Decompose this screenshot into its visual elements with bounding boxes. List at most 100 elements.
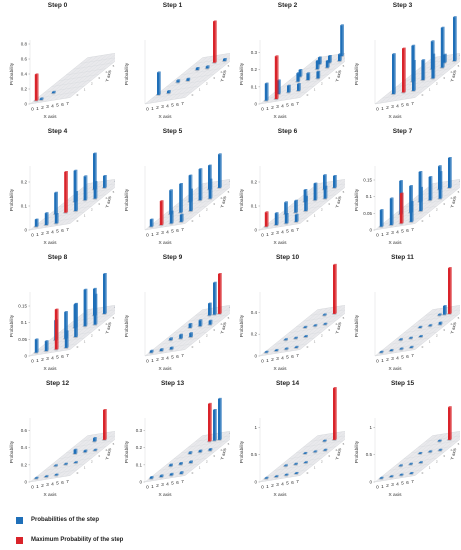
bar-top	[54, 464, 58, 466]
bar-front	[392, 54, 395, 95]
floor-gridline-x	[179, 435, 230, 477]
panel-step-13: Step 13 0 0.1 0.2 0.3 Probability 0 1 2 3 4 5 6 7 X ax…	[115, 378, 230, 504]
depth-tick-label: 5	[458, 190, 460, 194]
depth-tick-label: 3	[443, 328, 445, 332]
floor-gridline-y	[425, 435, 460, 442]
bar-front	[264, 212, 268, 227]
floor-gridline-y	[303, 188, 344, 196]
depth-tick-label: 4	[220, 196, 222, 200]
bar-side	[95, 437, 97, 442]
bar-side	[289, 84, 291, 93]
bar-top	[208, 402, 212, 404]
x-axis-label: X axis	[158, 366, 172, 372]
floor-gridline-y	[180, 68, 222, 76]
bar-side	[335, 263, 337, 314]
bar-top	[333, 263, 337, 265]
bar-front	[93, 449, 97, 451]
bar-side	[297, 472, 299, 474]
bar-top	[186, 77, 191, 79]
bar-max	[158, 200, 164, 227]
bar-side	[306, 195, 308, 212]
x-tick-label: 6	[291, 480, 294, 486]
x-tick-label: 6	[176, 480, 179, 486]
bar-side	[287, 347, 289, 350]
bar-front	[333, 388, 336, 440]
bar-top	[428, 176, 433, 177]
bar-front	[294, 463, 297, 465]
bar-top	[402, 47, 406, 49]
bar-top	[179, 213, 184, 215]
bar-side	[37, 218, 39, 227]
bar	[33, 476, 39, 480]
bar	[158, 348, 164, 353]
bar-side	[402, 192, 404, 224]
depth-tick-label: 3	[213, 328, 215, 332]
x-tick-label: 6	[291, 354, 294, 360]
bar-front	[399, 474, 403, 476]
floor-plane	[144, 431, 230, 483]
bar-side	[316, 324, 318, 327]
depth-tick-label: 3	[98, 328, 100, 332]
bar-top	[418, 325, 423, 327]
bar-side	[277, 475, 279, 478]
bar-front	[103, 273, 106, 314]
x-tick-label: 0	[376, 485, 379, 491]
bar-front	[189, 189, 192, 212]
depth-axis-label: Y axis	[449, 69, 457, 83]
bar-max	[53, 308, 59, 351]
bar-side	[210, 302, 212, 316]
bar-side	[172, 346, 174, 350]
legend-item-step: Probabilities of the step	[16, 514, 99, 526]
bar-top	[83, 175, 88, 177]
bar-front	[297, 84, 300, 91]
bar-front	[294, 472, 298, 474]
bar	[324, 59, 330, 69]
bar-front	[64, 312, 67, 339]
legend-item-max: Maximum Probability of the step	[16, 534, 123, 546]
bar-side	[225, 57, 227, 62]
bar	[101, 273, 107, 315]
bar-front	[205, 66, 209, 69]
bar-front	[74, 303, 77, 338]
bar-top	[74, 461, 78, 463]
floor-gridline-y	[295, 320, 337, 328]
legend-label-max: Maximum Probability of the step	[31, 537, 124, 543]
floor-gridline-y	[403, 326, 444, 333]
floor-gridline-x	[404, 306, 460, 352]
x-tick-label: 4	[166, 103, 169, 109]
floor-gridline-x	[294, 435, 345, 477]
x-tick-label: 4	[281, 355, 284, 361]
bar-side	[191, 188, 193, 212]
bar-side	[299, 72, 301, 82]
bar	[91, 437, 97, 443]
bar	[459, 180, 460, 183]
x-tick-label: 1	[266, 484, 269, 490]
bar	[302, 452, 308, 455]
x-tick-label: 1	[381, 358, 384, 364]
bar-front	[39, 98, 43, 100]
bar-side	[431, 450, 433, 453]
bar-front	[443, 305, 446, 315]
x-tick-label: 7	[181, 479, 184, 485]
depth-tick-label: 2	[206, 82, 208, 86]
bar-side	[211, 319, 213, 325]
y-tick-label: 0.1	[366, 194, 373, 199]
bar-top	[409, 185, 413, 187]
bar-front	[313, 451, 317, 453]
y-axis-label: Probability	[239, 62, 245, 85]
bar	[451, 16, 457, 63]
y-tick-label: 0.05	[363, 211, 372, 216]
bar-side	[392, 475, 394, 478]
bar-front	[284, 348, 288, 350]
bar-side	[325, 439, 327, 442]
bar-front	[208, 403, 211, 442]
x-tick-label: 3	[46, 356, 49, 362]
bar	[420, 59, 426, 82]
y-tick-label: 0	[254, 228, 257, 233]
depth-tick-label: 3	[213, 76, 215, 80]
x-tick-label: 0	[261, 359, 264, 365]
bar-top	[64, 462, 68, 464]
